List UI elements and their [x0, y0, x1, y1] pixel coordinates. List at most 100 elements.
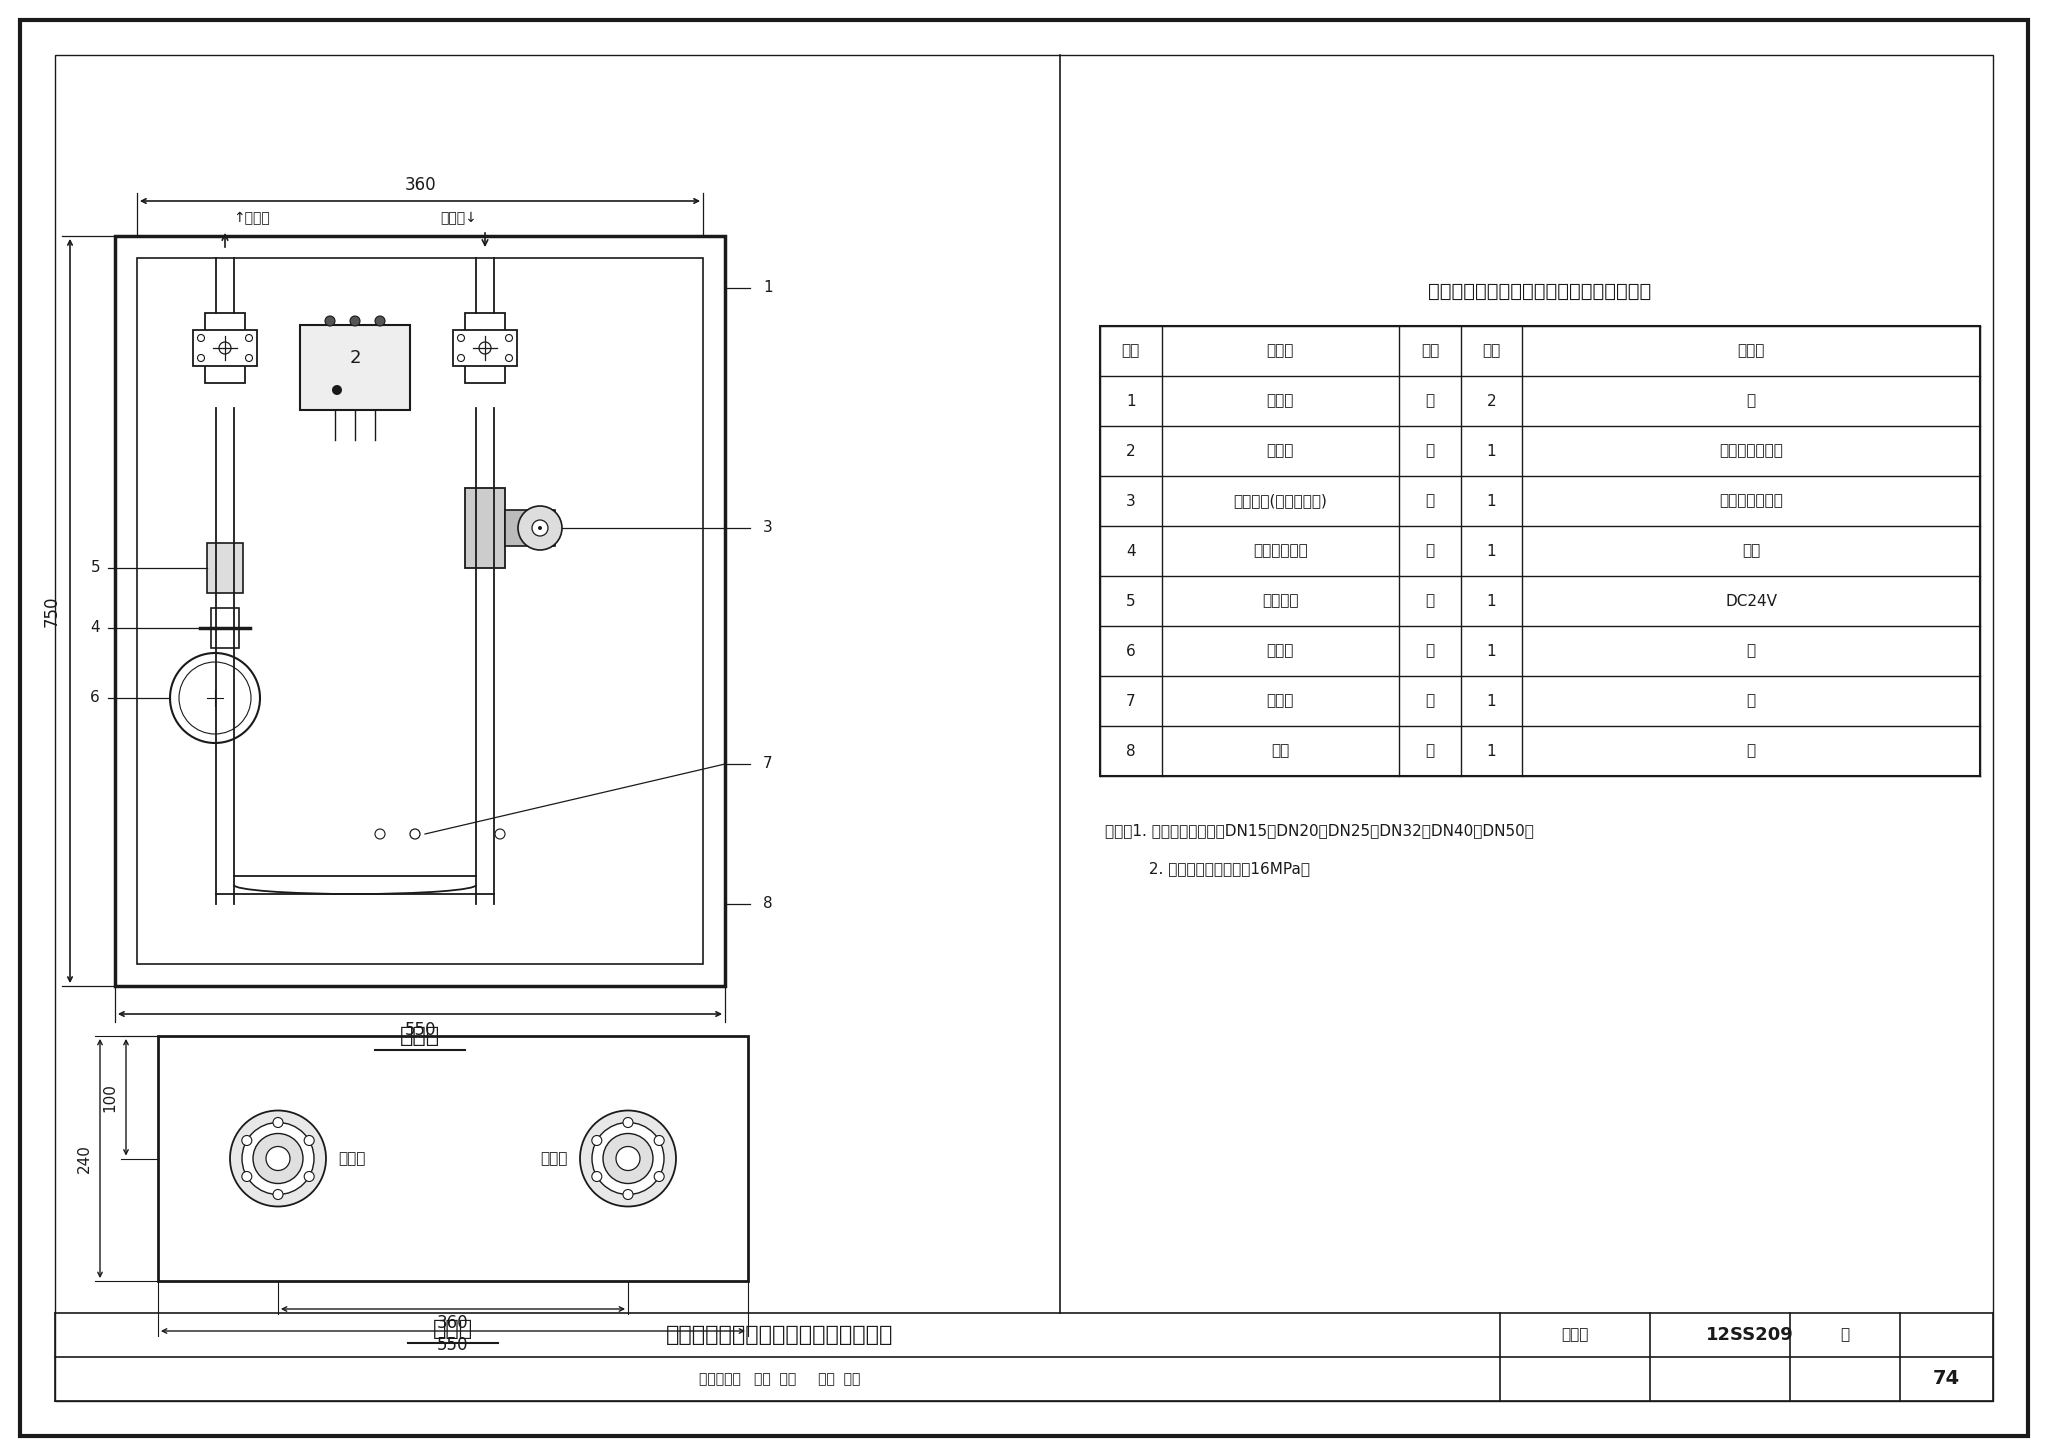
Text: 箱体: 箱体 [1272, 744, 1290, 759]
Text: 3: 3 [1126, 494, 1137, 508]
Text: 页: 页 [1841, 1328, 1849, 1342]
Circle shape [272, 1118, 283, 1127]
Text: 550: 550 [403, 1021, 436, 1040]
Circle shape [197, 335, 205, 342]
Circle shape [246, 354, 252, 361]
Text: 1: 1 [1487, 644, 1497, 658]
Bar [211, 609, 240, 648]
Circle shape [219, 342, 231, 354]
Text: 2: 2 [1126, 444, 1135, 459]
Text: 流量开关: 流量开关 [1262, 594, 1298, 609]
Text: 550: 550 [438, 1337, 469, 1354]
Text: 个: 个 [1425, 393, 1434, 409]
Bar [299, 325, 410, 411]
Circle shape [457, 335, 465, 342]
Circle shape [602, 1134, 653, 1184]
Text: 名　称: 名 称 [1268, 344, 1294, 358]
Text: －: － [1747, 393, 1755, 409]
Text: 止回阀: 止回阀 [1268, 693, 1294, 709]
Text: 4: 4 [1126, 543, 1135, 559]
Bar [158, 1037, 748, 1281]
Text: 个: 个 [1425, 693, 1434, 709]
Text: 个: 个 [1425, 744, 1434, 759]
Circle shape [242, 1172, 252, 1181]
Circle shape [506, 335, 512, 342]
Bar [453, 331, 516, 365]
Text: 含手动启动按钮: 含手动启动按钮 [1718, 444, 1784, 459]
Text: 1: 1 [1487, 444, 1497, 459]
Circle shape [592, 1172, 602, 1181]
Bar [207, 543, 244, 593]
Text: 数量: 数量 [1483, 344, 1501, 358]
Text: 说明：1. 进、出水口管径：DN15、DN20、DN25、DN32、DN40、DN50。: 说明：1. 进、出水口管径：DN15、DN20、DN25、DN32、DN40、D… [1106, 824, 1534, 839]
Text: 个: 个 [1425, 444, 1434, 459]
Bar [137, 258, 702, 964]
Text: 个: 个 [1425, 543, 1434, 559]
Text: 2: 2 [350, 349, 360, 367]
Text: 12SS209: 12SS209 [1706, 1326, 1794, 1344]
Text: 1: 1 [1487, 594, 1497, 609]
Text: 进水口↓: 进水口↓ [440, 211, 477, 226]
Circle shape [532, 520, 549, 536]
Text: 2: 2 [1487, 393, 1497, 409]
Text: 3: 3 [764, 520, 772, 536]
Text: 750: 750 [43, 596, 61, 626]
Circle shape [479, 342, 492, 354]
Text: 进水口: 进水口 [541, 1152, 567, 1166]
Text: 常闭: 常闭 [1743, 543, 1761, 559]
Circle shape [653, 1172, 664, 1181]
Bar [205, 313, 246, 383]
Circle shape [197, 354, 205, 361]
Text: 1: 1 [764, 281, 772, 296]
Text: 5: 5 [1126, 594, 1135, 609]
Text: 平面图: 平面图 [432, 1319, 473, 1340]
Circle shape [457, 354, 465, 361]
Circle shape [242, 1123, 313, 1194]
Text: 2. 阀箱组件公称压力为16MPa。: 2. 阀箱组件公称压力为16MPa。 [1106, 862, 1311, 877]
Text: 360: 360 [436, 1313, 469, 1332]
Text: 7: 7 [1126, 693, 1135, 709]
Circle shape [170, 652, 260, 743]
Circle shape [580, 1111, 676, 1207]
Text: －: － [1747, 644, 1755, 658]
Text: DC24V: DC24V [1724, 594, 1778, 609]
Text: 高压闭式系统分区控制阀箱组件布置图: 高压闭式系统分区控制阀箱组件布置图 [666, 1325, 893, 1345]
Text: 活接头: 活接头 [1268, 393, 1294, 409]
Circle shape [242, 1136, 252, 1146]
Text: 1: 1 [1126, 393, 1135, 409]
Text: 出水口: 出水口 [338, 1152, 365, 1166]
Text: 6: 6 [90, 690, 100, 706]
Bar [506, 510, 555, 546]
Bar [115, 236, 725, 986]
Text: 进水用（常开）: 进水用（常开） [1718, 494, 1784, 508]
Text: 1: 1 [1487, 494, 1497, 508]
Bar [1100, 326, 1980, 776]
Circle shape [254, 1134, 303, 1184]
Text: 8: 8 [1126, 744, 1135, 759]
Bar [193, 331, 256, 365]
Circle shape [592, 1123, 664, 1194]
Circle shape [653, 1136, 664, 1146]
Text: 4: 4 [90, 620, 100, 635]
Bar [465, 313, 506, 383]
Text: 备　注: 备 注 [1737, 344, 1765, 358]
Text: 个: 个 [1425, 594, 1434, 609]
Circle shape [332, 384, 342, 395]
Text: ↑出水口: ↑出水口 [233, 211, 270, 226]
Circle shape [375, 316, 385, 326]
Text: 个: 个 [1425, 494, 1434, 508]
Text: －: － [1747, 744, 1755, 759]
Text: 100: 100 [102, 1083, 117, 1112]
Text: 6: 6 [1126, 644, 1137, 658]
Text: 压力表: 压力表 [1268, 644, 1294, 658]
Circle shape [592, 1136, 602, 1146]
Text: 5: 5 [90, 561, 100, 575]
Circle shape [266, 1146, 291, 1171]
Text: 高压闭式系统分区控制阀箱主要组件名称表: 高压闭式系统分区控制阀箱主要组件名称表 [1427, 281, 1651, 300]
Text: 单位: 单位 [1421, 344, 1440, 358]
Text: 排水调试球阀: 排水调试球阀 [1253, 543, 1309, 559]
Circle shape [623, 1118, 633, 1127]
Circle shape [272, 1190, 283, 1200]
Circle shape [506, 354, 512, 361]
Circle shape [305, 1172, 313, 1181]
